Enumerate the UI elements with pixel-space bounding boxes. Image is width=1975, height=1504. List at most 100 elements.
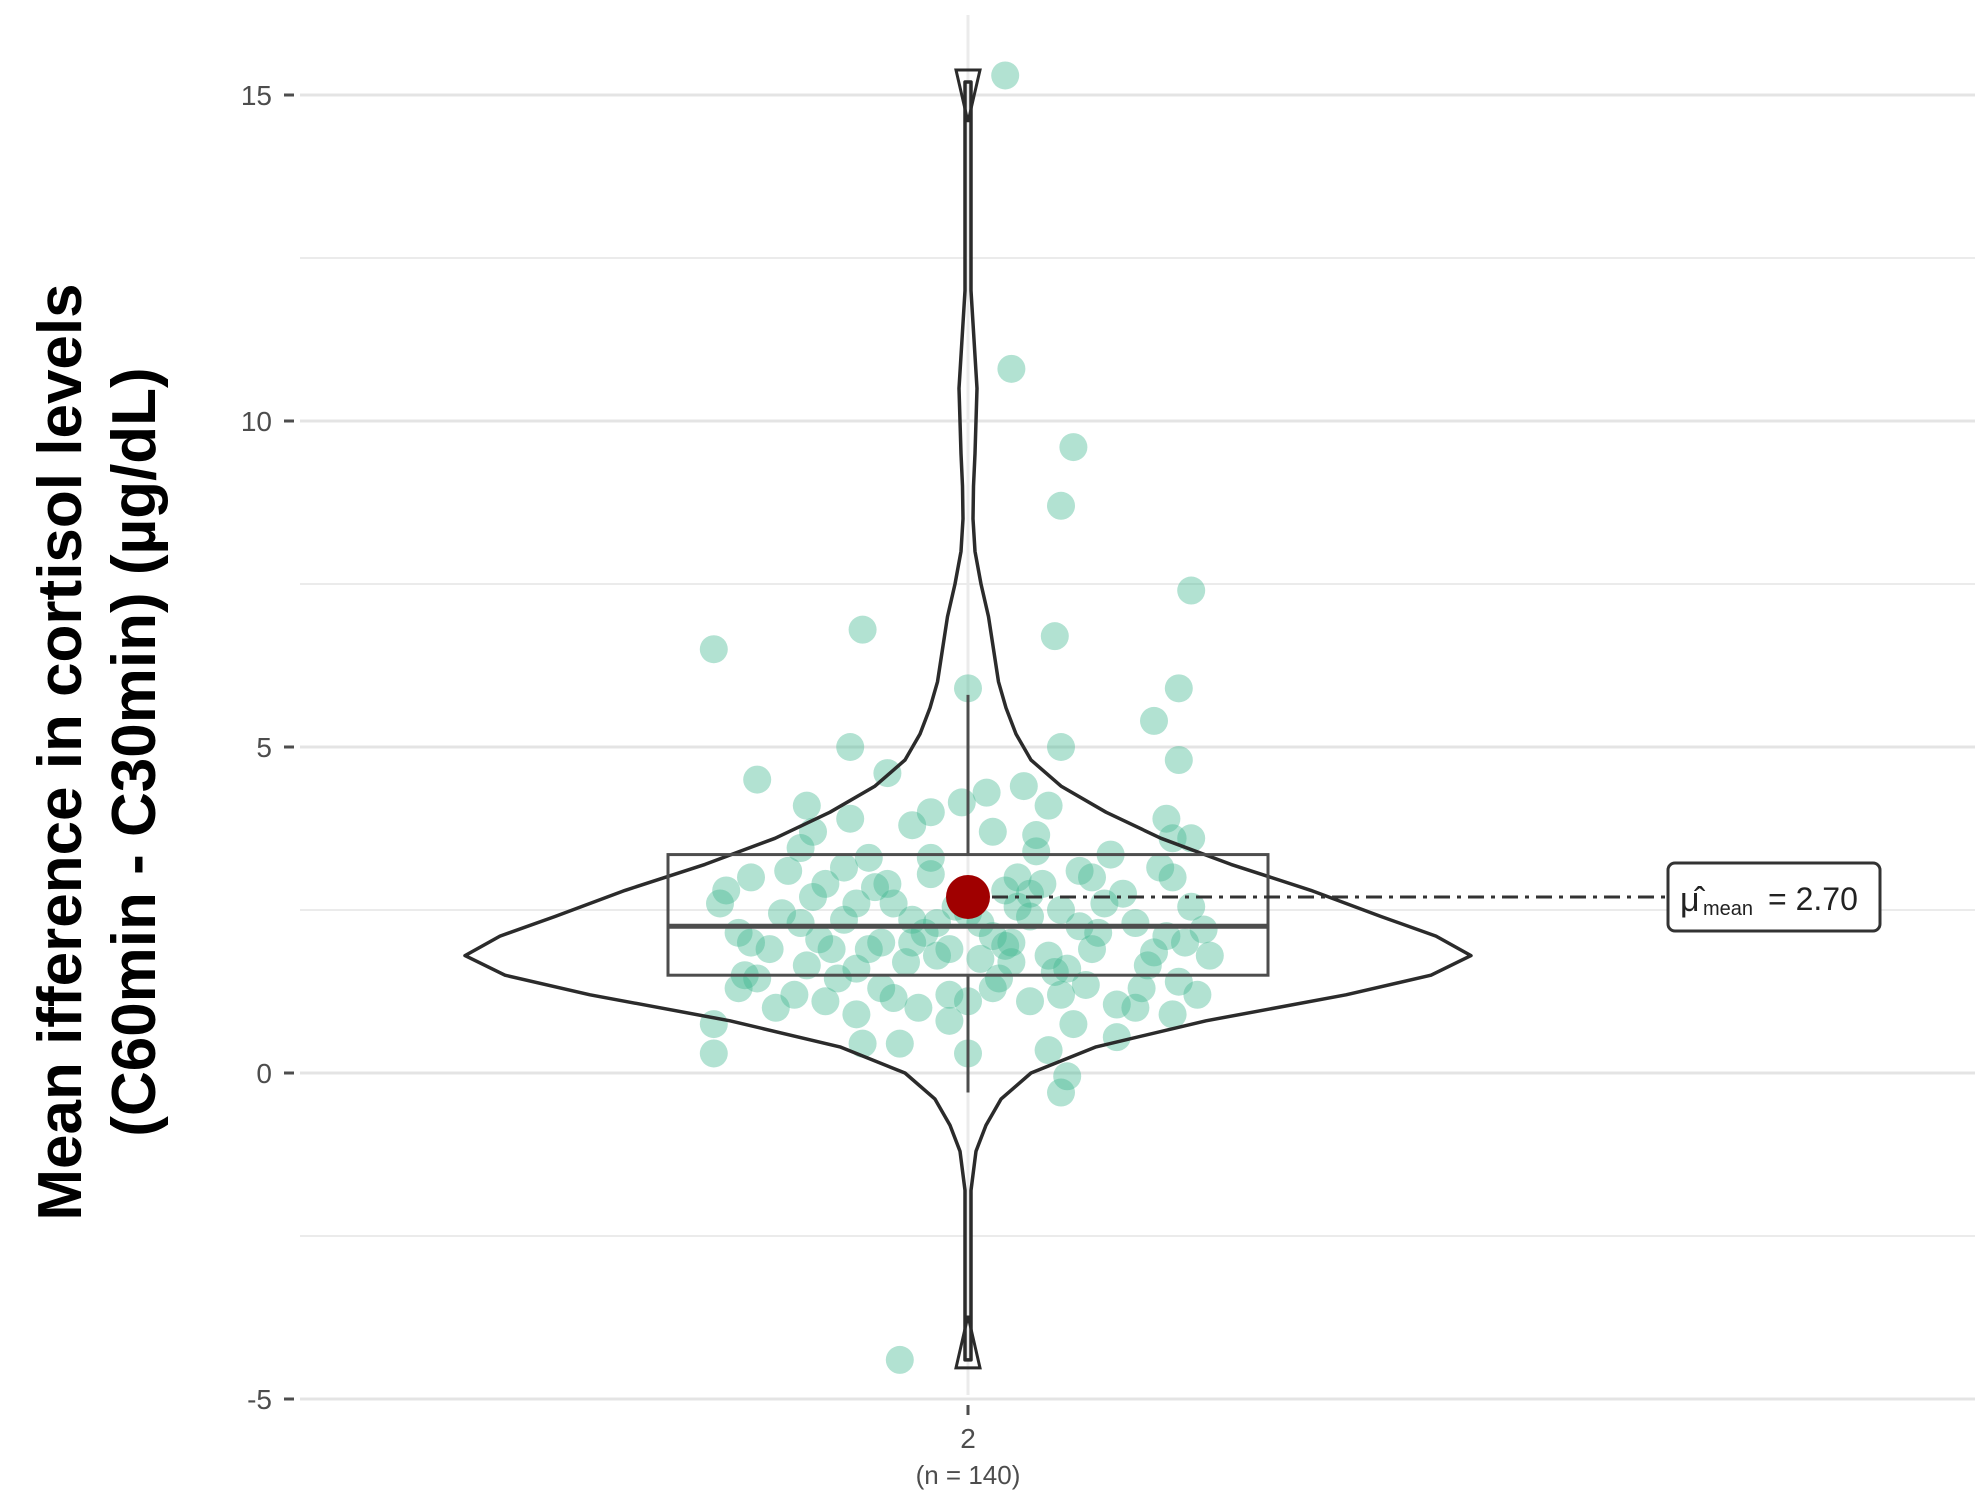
data-point [997, 354, 1026, 383]
data-point [786, 909, 815, 938]
data-point [1016, 879, 1044, 908]
data-point [811, 869, 840, 898]
data-point [1158, 863, 1187, 892]
data-point [848, 1029, 877, 1058]
data-point [774, 856, 803, 885]
y-axis-title-line-2: (C60min - C30min) (µg/dL) [100, 367, 169, 1137]
data-point [799, 882, 827, 911]
y-axis: -5 0 5 10 15 [241, 80, 294, 1415]
data-point [997, 928, 1026, 957]
data-point [1016, 987, 1044, 1016]
data-point [1071, 970, 1100, 999]
data-point [1121, 993, 1150, 1022]
data-point [699, 635, 728, 664]
data-point [991, 931, 1020, 960]
data-point [916, 798, 945, 827]
y-tick-label: 0 [256, 1058, 272, 1089]
data-point [792, 951, 821, 980]
data-point [1028, 869, 1057, 898]
data-point [1102, 990, 1131, 1019]
data-point [978, 974, 1007, 1003]
data-point [861, 873, 889, 902]
data-point [947, 788, 976, 817]
data-point [879, 889, 908, 918]
mean-marker: μ̂ mean = 2.70 [946, 861, 1882, 933]
data-point [885, 1345, 914, 1374]
data-point [1003, 892, 1032, 921]
data-point [997, 948, 1026, 977]
data-point [792, 791, 821, 820]
x-axis: 2 (n = 140) [916, 1405, 1021, 1490]
data-point [1102, 1023, 1131, 1052]
data-point [755, 935, 784, 964]
data-point [1164, 746, 1193, 775]
data-point [836, 733, 865, 761]
grid-lines [300, 15, 1975, 1401]
data-point [935, 1006, 964, 1035]
data-point [830, 853, 858, 882]
data-point [1152, 804, 1181, 833]
data-point [1127, 974, 1156, 1003]
data-point [935, 980, 964, 1009]
y-axis-title: Mean ifference in cortisol levels (C60mi… [24, 283, 172, 1220]
y-axis-title-line-1: Mean ifference in cortisol levels [26, 283, 95, 1221]
data-point [916, 843, 945, 872]
data-point [1152, 922, 1181, 951]
data-point [1065, 856, 1094, 885]
data-point [1040, 957, 1069, 986]
data-point [1047, 896, 1075, 924]
data-point [811, 987, 840, 1016]
data-point [1146, 853, 1175, 882]
data-point [817, 935, 846, 964]
data-point [916, 860, 945, 889]
data-point [966, 944, 995, 973]
data-point [743, 964, 772, 993]
data-point [1009, 772, 1038, 801]
data-point [1059, 433, 1088, 462]
data-point [724, 974, 753, 1003]
data-point [910, 918, 939, 947]
data-point [978, 922, 1007, 951]
data-point [892, 948, 920, 977]
data-point [879, 984, 908, 1013]
data-point [1140, 938, 1168, 967]
data-point [848, 615, 877, 644]
data-point [923, 941, 951, 970]
data-point [699, 1039, 728, 1068]
data-point [1177, 576, 1206, 605]
data-point [737, 928, 765, 957]
data-point [836, 804, 865, 833]
data-point [1047, 980, 1075, 1009]
data-point [935, 935, 964, 964]
violin-top-tip [954, 68, 982, 123]
data-point [1140, 706, 1168, 735]
data-point [761, 993, 790, 1022]
data-point [823, 964, 852, 993]
data-point [1022, 837, 1051, 866]
mean-label-subscript: mean [1703, 898, 1753, 920]
data-point [712, 876, 741, 905]
data-point [1047, 733, 1075, 761]
data-point [985, 964, 1013, 993]
data-point [1164, 674, 1193, 703]
data-point [780, 980, 809, 1009]
data-point [1109, 879, 1137, 908]
data-point [1078, 935, 1106, 964]
violin [463, 68, 1473, 1370]
data-point [867, 974, 896, 1003]
x-tick-sublabel: (n = 140) [916, 1460, 1021, 1490]
data-point [706, 889, 734, 918]
data-point [1003, 863, 1032, 892]
data-point [1133, 951, 1162, 980]
data-point [842, 1000, 871, 1029]
data-point [972, 778, 1001, 807]
data-point [923, 909, 951, 938]
violin-outline [463, 80, 1473, 1362]
data-point [830, 905, 858, 934]
data-point [1053, 1062, 1082, 1091]
data-point [786, 834, 815, 863]
data-point [1189, 915, 1218, 944]
data-point [873, 869, 902, 898]
y-axis-title-wrapper: Mean ifference in cortisol levels (C60mi… [0, 0, 170, 1504]
